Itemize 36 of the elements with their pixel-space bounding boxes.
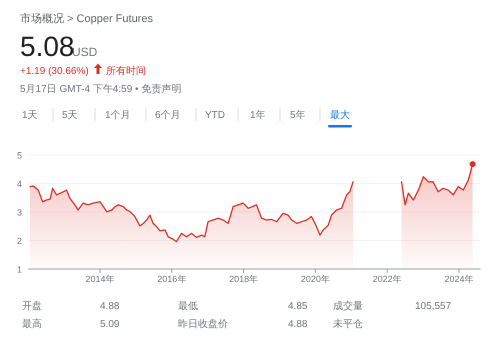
y-tick-label: 5 <box>16 150 22 160</box>
text: 所有时间 <box>106 65 146 77</box>
text: 5天 <box>62 110 78 121</box>
text: USD <box>72 45 98 59</box>
y-tick-label: 4 <box>16 179 22 189</box>
x-tick-label: 2024年 <box>444 274 474 284</box>
text: 1个月 <box>105 109 131 121</box>
text: 5.08 <box>20 31 74 62</box>
text: 最高 <box>22 318 42 330</box>
x-tick-label: 2014年 <box>85 274 115 284</box>
text: 开盘 <box>22 300 42 312</box>
text: 105,557 <box>415 301 452 312</box>
text: 4.85 <box>288 301 308 312</box>
chart-title: 市场概况 > Copper Futures <box>20 12 154 25</box>
text: 5月17日 GMT-4 下午4:59 • 免责声明 <box>20 83 182 95</box>
text: 未平仓 <box>333 318 363 330</box>
text: 1天 <box>22 110 38 121</box>
text: 最低 <box>178 301 198 312</box>
y-tick-label: 1 <box>16 264 22 274</box>
text: 5年 <box>290 109 306 121</box>
x-tick-label: 2020年 <box>300 274 330 284</box>
text: 最大 <box>330 109 350 121</box>
text: +1.19 (30.66%) <box>20 66 89 77</box>
x-tick-label: 2018年 <box>229 274 258 284</box>
text: 4.88 <box>288 319 308 330</box>
x-tick-label: 2022年 <box>372 274 402 284</box>
text: 4.88 <box>100 301 120 312</box>
y-tick-label: 3 <box>16 208 22 218</box>
text: 5.09 <box>100 319 120 330</box>
text: 6个月 <box>155 109 181 121</box>
x-tick-label: 2016年 <box>157 274 186 284</box>
text: 成交量 <box>333 300 363 312</box>
text: YTD <box>205 110 225 121</box>
y-tick-label: 2 <box>16 236 22 246</box>
text: 1年 <box>250 109 266 121</box>
text: 昨日收盘价 <box>178 318 228 330</box>
